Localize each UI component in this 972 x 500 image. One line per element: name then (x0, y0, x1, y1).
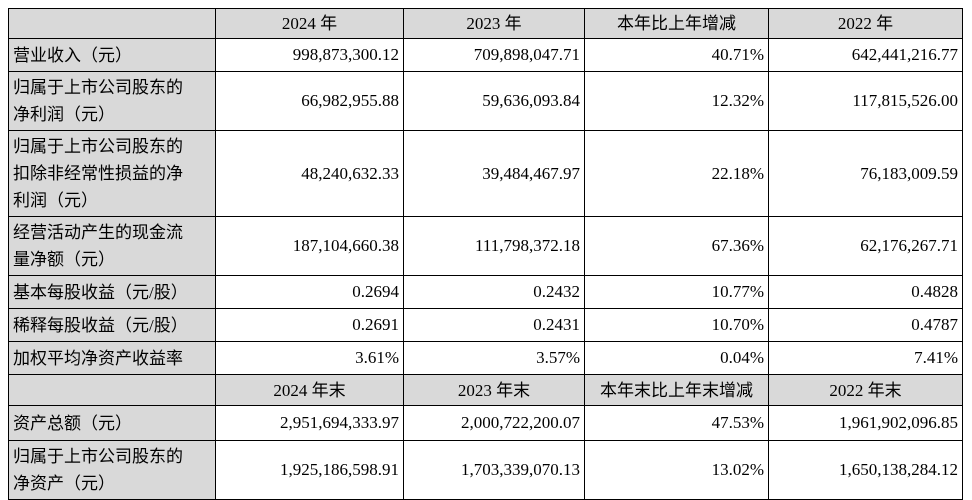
column-header-2024-end: 2024 年末 (215, 374, 404, 406)
financial-summary-table: 2024 年 2023 年 本年比上年增减 2022 年 营业收入（元） 998… (8, 8, 963, 500)
row-label-cell: 稀释每股收益（元/股） (8, 308, 216, 342)
column-header-2022-end: 2022 年末 (768, 374, 963, 406)
row-label-cell: 归属于上市公司股东的 净资产（元） (8, 440, 216, 500)
row-label-cell: 经营活动产生的现金流 量净额（元） (8, 216, 216, 276)
column-header-2023: 2023 年 (403, 8, 585, 39)
table-row-net-profit-excl-nonrecurring: 归属于上市公司股东的 扣除非经常性损益的净 利润（元） 48,240,632.3… (8, 130, 963, 217)
value-cell-2022: 0.4828 (768, 275, 963, 309)
value-cell-2024: 1,925,186,598.91 (215, 440, 404, 500)
change-cell: 10.70% (584, 308, 769, 342)
change-cell: 0.04% (584, 341, 769, 375)
value-cell-2022: 642,441,216.77 (768, 38, 963, 72)
value-cell-2024: 0.2694 (215, 275, 404, 309)
change-cell: 10.77% (584, 275, 769, 309)
value-cell-2024: 2,951,694,333.97 (215, 405, 404, 441)
value-cell-2023: 709,898,047.71 (403, 38, 585, 72)
column-header-2022: 2022 年 (768, 8, 963, 39)
row-label-cell: 基本每股收益（元/股） (8, 275, 216, 309)
value-cell-2023: 1,703,339,070.13 (403, 440, 585, 500)
empty-header-cell (8, 374, 216, 406)
value-cell-2023: 2,000,722,200.07 (403, 405, 585, 441)
value-cell-2022: 1,961,902,096.85 (768, 405, 963, 441)
column-header-change: 本年比上年增减 (584, 8, 769, 39)
value-cell-2023: 3.57% (403, 341, 585, 375)
row-label-cell: 加权平均净资产收益率 (8, 341, 216, 375)
row-label-cell: 营业收入（元） (8, 38, 216, 72)
value-cell-2022: 62,176,267.71 (768, 216, 963, 276)
value-cell-2024: 3.61% (215, 341, 404, 375)
row-label-cell: 归属于上市公司股东的 扣除非经常性损益的净 利润（元） (8, 130, 216, 217)
value-cell-2023: 59,636,093.84 (403, 71, 585, 131)
value-cell-2022: 76,183,009.59 (768, 130, 963, 217)
value-cell-2024: 48,240,632.33 (215, 130, 404, 217)
change-cell: 40.71% (584, 38, 769, 72)
value-cell-2022: 1,650,138,284.12 (768, 440, 963, 500)
change-cell: 22.18% (584, 130, 769, 217)
value-cell-2022: 0.4787 (768, 308, 963, 342)
change-cell: 12.32% (584, 71, 769, 131)
change-cell: 13.02% (584, 440, 769, 500)
change-cell: 67.36% (584, 216, 769, 276)
value-cell-2024: 998,873,300.12 (215, 38, 404, 72)
value-cell-2024: 187,104,660.38 (215, 216, 404, 276)
empty-header-cell (8, 8, 216, 39)
table-row-diluted-eps: 稀释每股收益（元/股） 0.2691 0.2431 10.70% 0.4787 (8, 308, 963, 342)
table-row-basic-eps: 基本每股收益（元/股） 0.2694 0.2432 10.77% 0.4828 (8, 275, 963, 309)
table-row-net-profit: 归属于上市公司股东的 净利润（元） 66,982,955.88 59,636,0… (8, 71, 963, 131)
value-cell-2023: 111,798,372.18 (403, 216, 585, 276)
row-label-cell: 资产总额（元） (8, 405, 216, 441)
value-cell-2023: 39,484,467.97 (403, 130, 585, 217)
table-row-total-assets: 资产总额（元） 2,951,694,333.97 2,000,722,200.0… (8, 405, 963, 441)
table-row-revenue: 营业收入（元） 998,873,300.12 709,898,047.71 40… (8, 38, 963, 72)
document-page: 2024 年 2023 年 本年比上年增减 2022 年 营业收入（元） 998… (8, 8, 963, 500)
table-row-net-assets: 归属于上市公司股东的 净资产（元） 1,925,186,598.91 1,703… (8, 440, 963, 500)
year-end-header-row: 2024 年末 2023 年末 本年末比上年末增减 2022 年末 (8, 374, 963, 406)
value-cell-2022: 7.41% (768, 341, 963, 375)
value-cell-2023: 0.2432 (403, 275, 585, 309)
table-row-operating-cash-flow: 经营活动产生的现金流 量净额（元） 187,104,660.38 111,798… (8, 216, 963, 276)
change-cell: 47.53% (584, 405, 769, 441)
column-header-2023-end: 2023 年末 (403, 374, 585, 406)
table-row-weighted-roe: 加权平均净资产收益率 3.61% 3.57% 0.04% 7.41% (8, 341, 963, 375)
value-cell-2023: 0.2431 (403, 308, 585, 342)
row-label-cell: 归属于上市公司股东的 净利润（元） (8, 71, 216, 131)
column-header-change-end: 本年末比上年末增减 (584, 374, 769, 406)
value-cell-2024: 0.2691 (215, 308, 404, 342)
column-header-2024: 2024 年 (215, 8, 404, 39)
annual-header-row: 2024 年 2023 年 本年比上年增减 2022 年 (8, 8, 963, 39)
value-cell-2022: 117,815,526.00 (768, 71, 963, 131)
value-cell-2024: 66,982,955.88 (215, 71, 404, 131)
